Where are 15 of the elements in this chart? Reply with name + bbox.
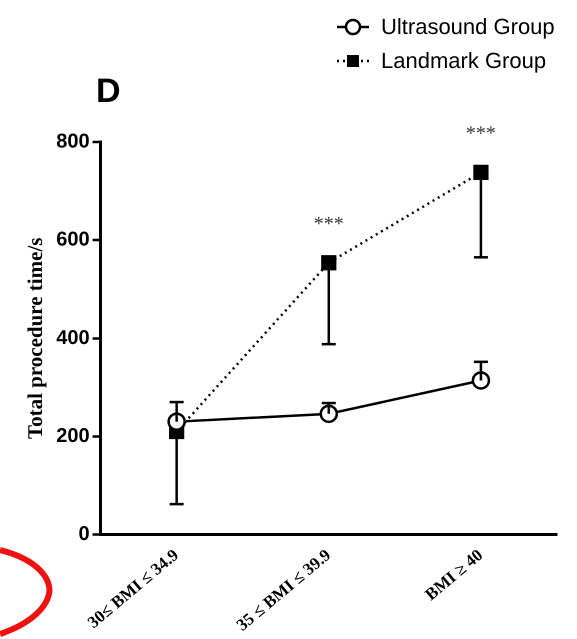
y-tick-label: 0	[78, 523, 90, 546]
y-tick-label: 600	[56, 228, 90, 251]
point	[321, 255, 336, 270]
y-tick-label: 800	[56, 130, 90, 153]
chart-title: D	[96, 72, 121, 111]
point	[320, 404, 338, 424]
annotation: ***	[466, 122, 496, 145]
y-axis-title: Total procedure time/s	[23, 238, 48, 439]
legend-label: Ultrasound Group	[381, 14, 555, 40]
y-tick-label: 200	[56, 424, 90, 447]
point	[472, 371, 490, 390]
legend-label: Landmark Group	[381, 48, 546, 74]
y-tick-label: 400	[56, 326, 90, 349]
annotation: ***	[314, 212, 344, 235]
point	[473, 164, 489, 180]
